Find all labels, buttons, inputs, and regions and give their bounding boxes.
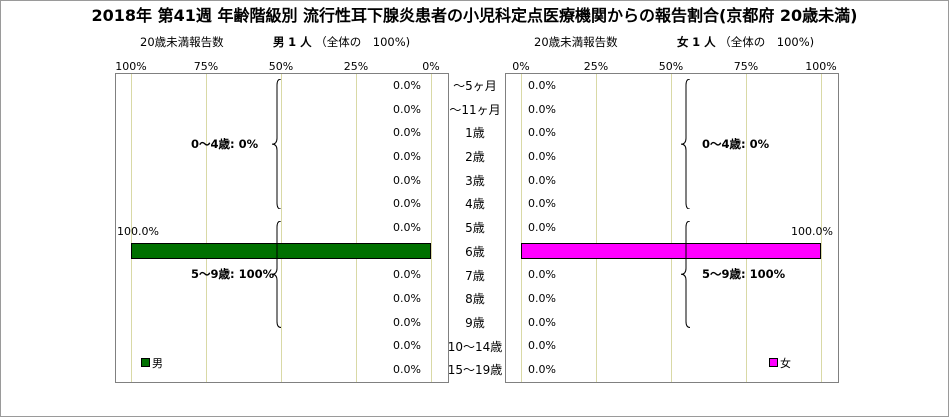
gridline <box>671 74 672 382</box>
gridline <box>431 74 432 382</box>
gridline <box>356 74 357 382</box>
female-tick-label: 50% <box>658 60 684 73</box>
female-group-label: 0～4歳: 0% <box>702 137 770 152</box>
female-value-label: 0.0% <box>528 315 556 329</box>
male-value-label: 0.0% <box>393 292 421 306</box>
female-tick-label: 0% <box>512 60 530 73</box>
male-plot-area <box>115 73 449 383</box>
female-plot-area <box>505 73 839 383</box>
female-group-brace <box>680 221 691 328</box>
male-bar <box>131 242 431 259</box>
male-group-brace <box>271 79 282 210</box>
male-total-share: （全体の 100%) <box>315 35 411 49</box>
age-label: 9歳 <box>465 315 485 330</box>
male-tick-label: 0% <box>422 60 440 73</box>
female-value-label: 0.0% <box>528 197 556 211</box>
male-tick-label: 25% <box>343 60 369 73</box>
gridline <box>131 74 132 382</box>
male-value-label: 0.0% <box>393 173 421 187</box>
male-value-label: 0.0% <box>393 126 421 140</box>
female-tick-label: 25% <box>583 60 609 73</box>
male-report-caption: 20歳未満報告数 <box>140 35 224 49</box>
female-count: 1 人 <box>692 35 716 49</box>
female-legend-swatch <box>769 358 778 368</box>
female-group-brace <box>680 79 691 210</box>
male-legend: 男 <box>141 355 163 371</box>
male-tick-label: 100% <box>115 60 147 73</box>
female-group-label: 5～9歳: 100% <box>702 267 786 282</box>
male-group-brace <box>271 221 282 328</box>
female-sex-label: 女 <box>676 35 689 49</box>
age-label: 3歳 <box>465 173 485 188</box>
male-legend-swatch <box>141 358 150 368</box>
gridline <box>521 74 522 382</box>
female-value-label: 0.0% <box>528 78 556 92</box>
male-legend-label: 男 <box>152 357 163 371</box>
female-total-share: （全体の 100%) <box>719 35 815 49</box>
female-tick-label: 100% <box>805 60 837 73</box>
age-label: 10～14歳 <box>447 339 503 354</box>
female-value-label: 0.0% <box>528 173 556 187</box>
male-group-label: 0～4歳: 0% <box>191 137 259 152</box>
male-value-label: 0.0% <box>393 221 421 234</box>
male-group-label: 5～9歳: 100% <box>191 267 275 282</box>
female-value-label: 100.0% <box>791 224 833 238</box>
male-value-label: 0.0% <box>393 197 421 211</box>
female-value-label: 0.0% <box>528 292 556 306</box>
gridline <box>746 74 747 382</box>
male-value-label: 0.0% <box>393 363 421 377</box>
female-header: 20歳未満報告数 女 1 人 （全体の 100%) <box>534 34 814 50</box>
gridline <box>206 74 207 382</box>
age-label: ～5ヶ月 <box>453 79 497 93</box>
age-label: 5歳 <box>465 221 485 236</box>
female-value-label: 0.0% <box>528 221 556 234</box>
female-legend: 女 <box>769 355 791 371</box>
page-title: 2018年 第41週 年齢階級別 流行性耳下腺炎患者の小児科定点医療機関からの報… <box>91 6 858 25</box>
age-label: 15～19歳 <box>447 363 503 378</box>
gridline <box>821 74 822 382</box>
male-value-label: 0.0% <box>393 102 421 116</box>
male-value-label: 0.0% <box>393 268 421 282</box>
female-value-label: 0.0% <box>528 339 556 353</box>
male-value-label: 0.0% <box>393 315 421 329</box>
age-label: 6歳 <box>465 244 485 259</box>
female-report-caption: 20歳未満報告数 <box>534 35 618 49</box>
male-sex-label: 男 <box>272 35 285 49</box>
age-label: 2歳 <box>465 150 485 165</box>
age-label: 4歳 <box>465 197 485 212</box>
male-value-label: 0.0% <box>393 149 421 163</box>
gridline <box>281 74 282 382</box>
female-value-label: 0.0% <box>528 126 556 140</box>
female-value-label: 0.0% <box>528 268 556 282</box>
male-tick-label: 75% <box>193 60 219 73</box>
male-value-label: 0.0% <box>393 339 421 353</box>
male-tick-label: 50% <box>268 60 294 73</box>
age-label: 8歳 <box>465 292 485 307</box>
male-count: 1 人 <box>288 35 312 49</box>
age-label: ～11ヶ月 <box>449 102 501 117</box>
female-value-label: 0.0% <box>528 102 556 116</box>
male-value-label: 100.0% <box>117 224 159 238</box>
female-tick-label: 75% <box>733 60 759 73</box>
female-bar <box>521 242 821 259</box>
gridline <box>596 74 597 382</box>
female-value-label: 0.0% <box>528 149 556 163</box>
age-label: 7歳 <box>465 268 485 283</box>
age-label: 1歳 <box>465 126 485 141</box>
female-value-label: 0.0% <box>528 363 556 377</box>
male-value-label: 0.0% <box>393 78 421 92</box>
female-legend-label: 女 <box>780 357 791 371</box>
male-header: 20歳未満報告数 男 1 人 （全体の 100%) <box>140 34 410 50</box>
